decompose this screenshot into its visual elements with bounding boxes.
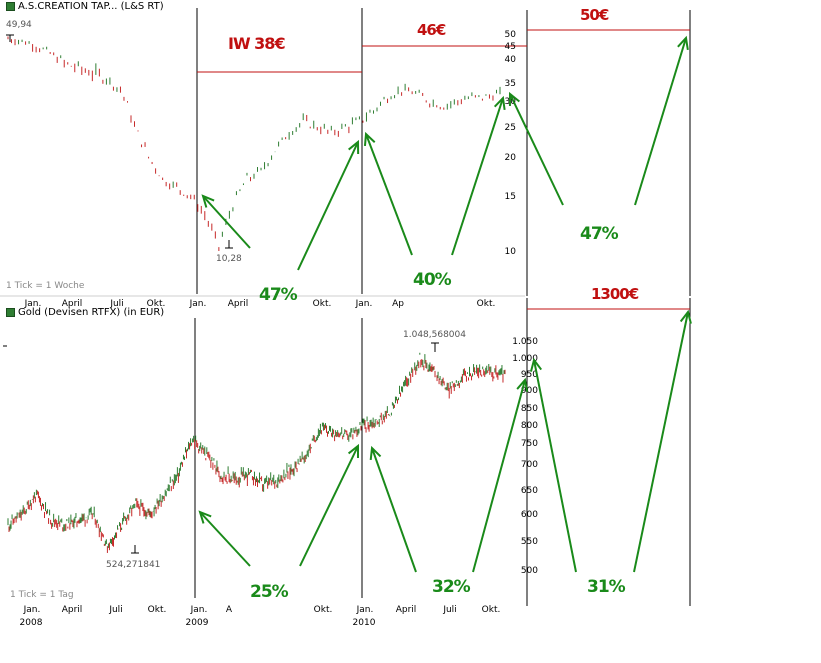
y-tick-gold: 550 [521,537,538,547]
x-tick-stock: Juli [109,299,123,309]
year-label: 2010 [353,618,376,628]
arrow-gold-1a [199,511,251,567]
annotation-pct-gold-2: 32% [432,577,471,597]
arrow-gold-1b-head [347,443,360,459]
x-tick-gold: Juli [442,605,456,615]
arrow-stock-3a-head [508,91,520,107]
x-tick-gold: Jan. [190,605,208,615]
x-tick-gold: Jan. [356,605,374,615]
stock-low-label: 10,28 [216,254,242,264]
tick-note-gold: 1 Tick = 1 Tag [10,590,74,600]
arrow-gold-2a-head [369,445,382,461]
arrow-stock-3b [634,37,687,206]
x-tick-gold: A [226,605,233,615]
arrow-gold-2a [371,447,417,573]
arrow-gold-2b [472,379,526,573]
annotation-pct-stock-1: 47% [259,285,298,305]
arrow-gold-2b-head [516,377,529,392]
arrow-stock-1a [202,195,251,249]
legend-square-icon [6,307,15,317]
x-tick-stock: Okt. [477,299,496,309]
gold-low-label: 524,271841 [106,560,161,570]
chart-title-stock: A.S.CREATION TAP... (L&S RT) [6,1,164,12]
x-tick-stock: April [228,299,249,309]
x-tick-gold: Okt. [148,605,167,615]
arrow-gold-1a-head [198,510,212,524]
arrow-stock-2a-head [363,131,376,147]
y-tick-stock: 25 [505,123,516,133]
y-tick-gold: 900 [521,386,538,396]
x-tick-gold: Okt. [482,605,501,615]
chart-title-gold: Gold (Devisen RTFX) (in EUR) [6,307,164,318]
year-label: 2008 [20,618,43,628]
y-tick-gold: 950 [521,370,538,380]
annotation-pct-gold-3: 31% [587,577,626,597]
annotation-pct-gold-1: 25% [250,582,289,602]
x-tick-stock: Jan. [24,299,42,309]
stock-high-label: 49,94 [6,20,32,30]
arrow-gold-1b [299,445,359,567]
x-tick-gold: April [62,605,83,615]
y-tick-stock: 15 [505,192,516,202]
y-tick-gold: 800 [521,421,538,431]
legend-square-icon [6,1,15,11]
y-tick-stock: 40 [505,55,517,65]
y-tick-stock: 45 [505,42,516,52]
y-tick-gold: 750 [521,439,538,449]
arrow-gold-3a-head [530,357,543,372]
annotation-target-46: 46€ [417,21,446,39]
gold-high-label: 1.048,568004 [403,330,466,340]
y-tick-gold: 700 [521,460,538,470]
y-tick-stock: 35 [505,79,516,89]
tick-note-stock: 1 Tick = 1 Woche [6,281,85,291]
arrow-stock-2b-head [493,95,506,111]
arrow-gold-3b-head [679,309,692,324]
x-tick-stock: Okt. [147,299,166,309]
arrow-stock-2a [365,133,413,256]
x-tick-stock: Okt. [313,299,332,309]
x-tick-stock: Ap [392,299,404,309]
arrow-gold-3a [533,359,577,573]
x-tick-gold: Jan. [23,605,41,615]
annotation-target-50: 50€ [580,6,609,24]
annotation-pct-stock-2: 40% [413,270,452,290]
y-tick-gold: 1.050 [512,337,538,347]
x-tick-stock: Jan. [355,299,373,309]
x-tick-stock: Jan. [189,299,207,309]
year-label: 2009 [186,618,209,628]
arrow-stock-1a-head [201,194,215,208]
y-tick-stock: 10 [505,247,517,257]
x-tick-gold: April [396,605,417,615]
x-tick-gold: Okt. [314,605,333,615]
arrow-stock-1b-head [348,139,360,155]
arrow-stock-1b [297,141,359,271]
y-tick-gold: 650 [521,486,538,496]
y-tick-gold: 850 [521,404,538,414]
x-tick-stock: April [62,299,83,309]
y-tick-gold: 600 [521,510,538,520]
arrow-stock-2b [451,97,504,256]
x-tick-gold: Juli [108,605,122,615]
y-tick-gold: 1.000 [512,354,538,364]
arrow-gold-3b [633,311,689,573]
y-tick-stock: 50 [505,30,517,40]
arrow-stock-3a [509,93,564,206]
y-tick-gold: 500 [521,566,538,576]
annotation-target-1300: 1300€ [591,285,639,303]
annotation-target-38: IW 38€ [228,34,286,53]
annotation-pct-stock-3: 47% [580,224,619,244]
y-tick-stock: 20 [505,153,517,163]
arrow-stock-3b-head [677,35,689,51]
